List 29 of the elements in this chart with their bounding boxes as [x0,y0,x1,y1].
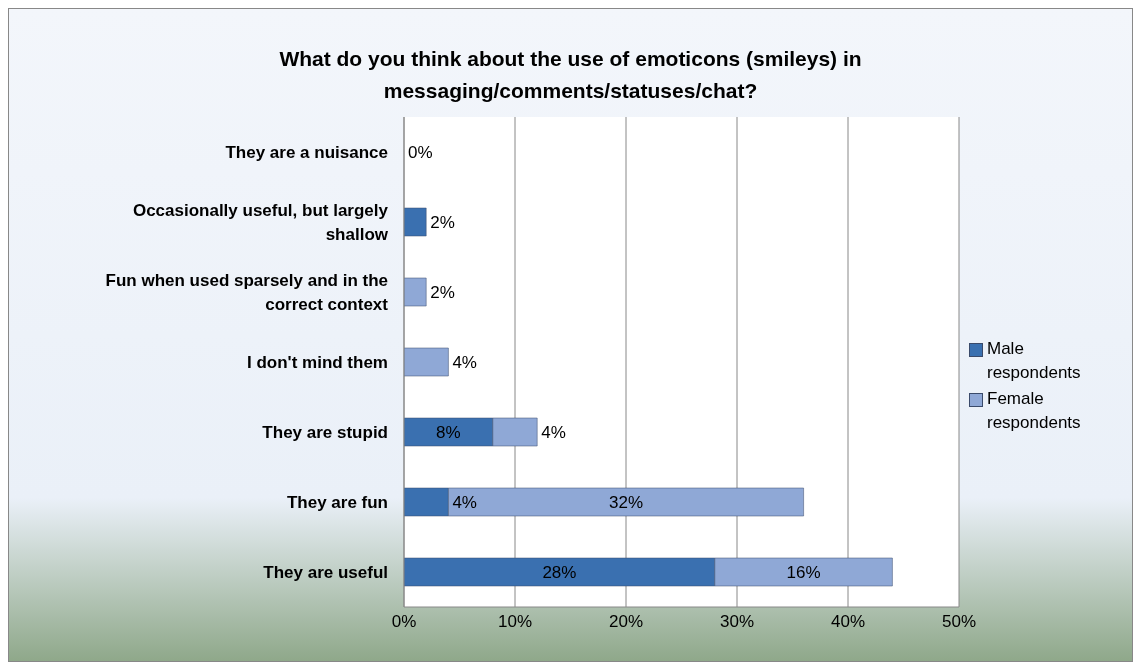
data-label: 2% [430,212,455,232]
y-tick-label: Fun when used sparsely and in the correct context [105,270,389,314]
data-label: 16% [786,562,821,582]
x-tick-label: 20% [608,612,644,632]
legend-label: Female respondents [987,388,1082,434]
x-tick-label: 30% [719,612,755,632]
data-label: 32% [608,492,644,512]
chart-title: What do you think about the use of emoticons (smileys) in messaging/comments/statuses/chat? [278,46,863,104]
y-tick-label: They are stupid [262,422,388,442]
bar [404,347,449,377]
x-tick-label: 0% [391,612,417,632]
legend-label: Male respondents [987,338,1082,384]
bar [404,207,427,237]
x-tick-label: 40% [830,612,866,632]
data-label: 2% [430,282,455,302]
data-label: 8% [436,422,461,442]
x-tick-label: 10% [497,612,533,632]
data-label: 0% [408,142,433,162]
y-tick-label: They are useful [263,562,388,582]
data-label: 28% [542,562,577,582]
y-tick-label: They are fun [286,492,388,512]
data-label: 4% [452,492,477,512]
y-tick-label: I don't mind them [247,352,388,372]
y-tick-label: They are a nuisance [225,142,388,162]
data-label: 4% [541,422,566,442]
y-tick-label: Occasionally useful, but largely shallow [132,200,389,244]
bar [404,277,427,307]
x-tick-label: 50% [941,612,977,632]
data-label: 4% [452,352,477,372]
